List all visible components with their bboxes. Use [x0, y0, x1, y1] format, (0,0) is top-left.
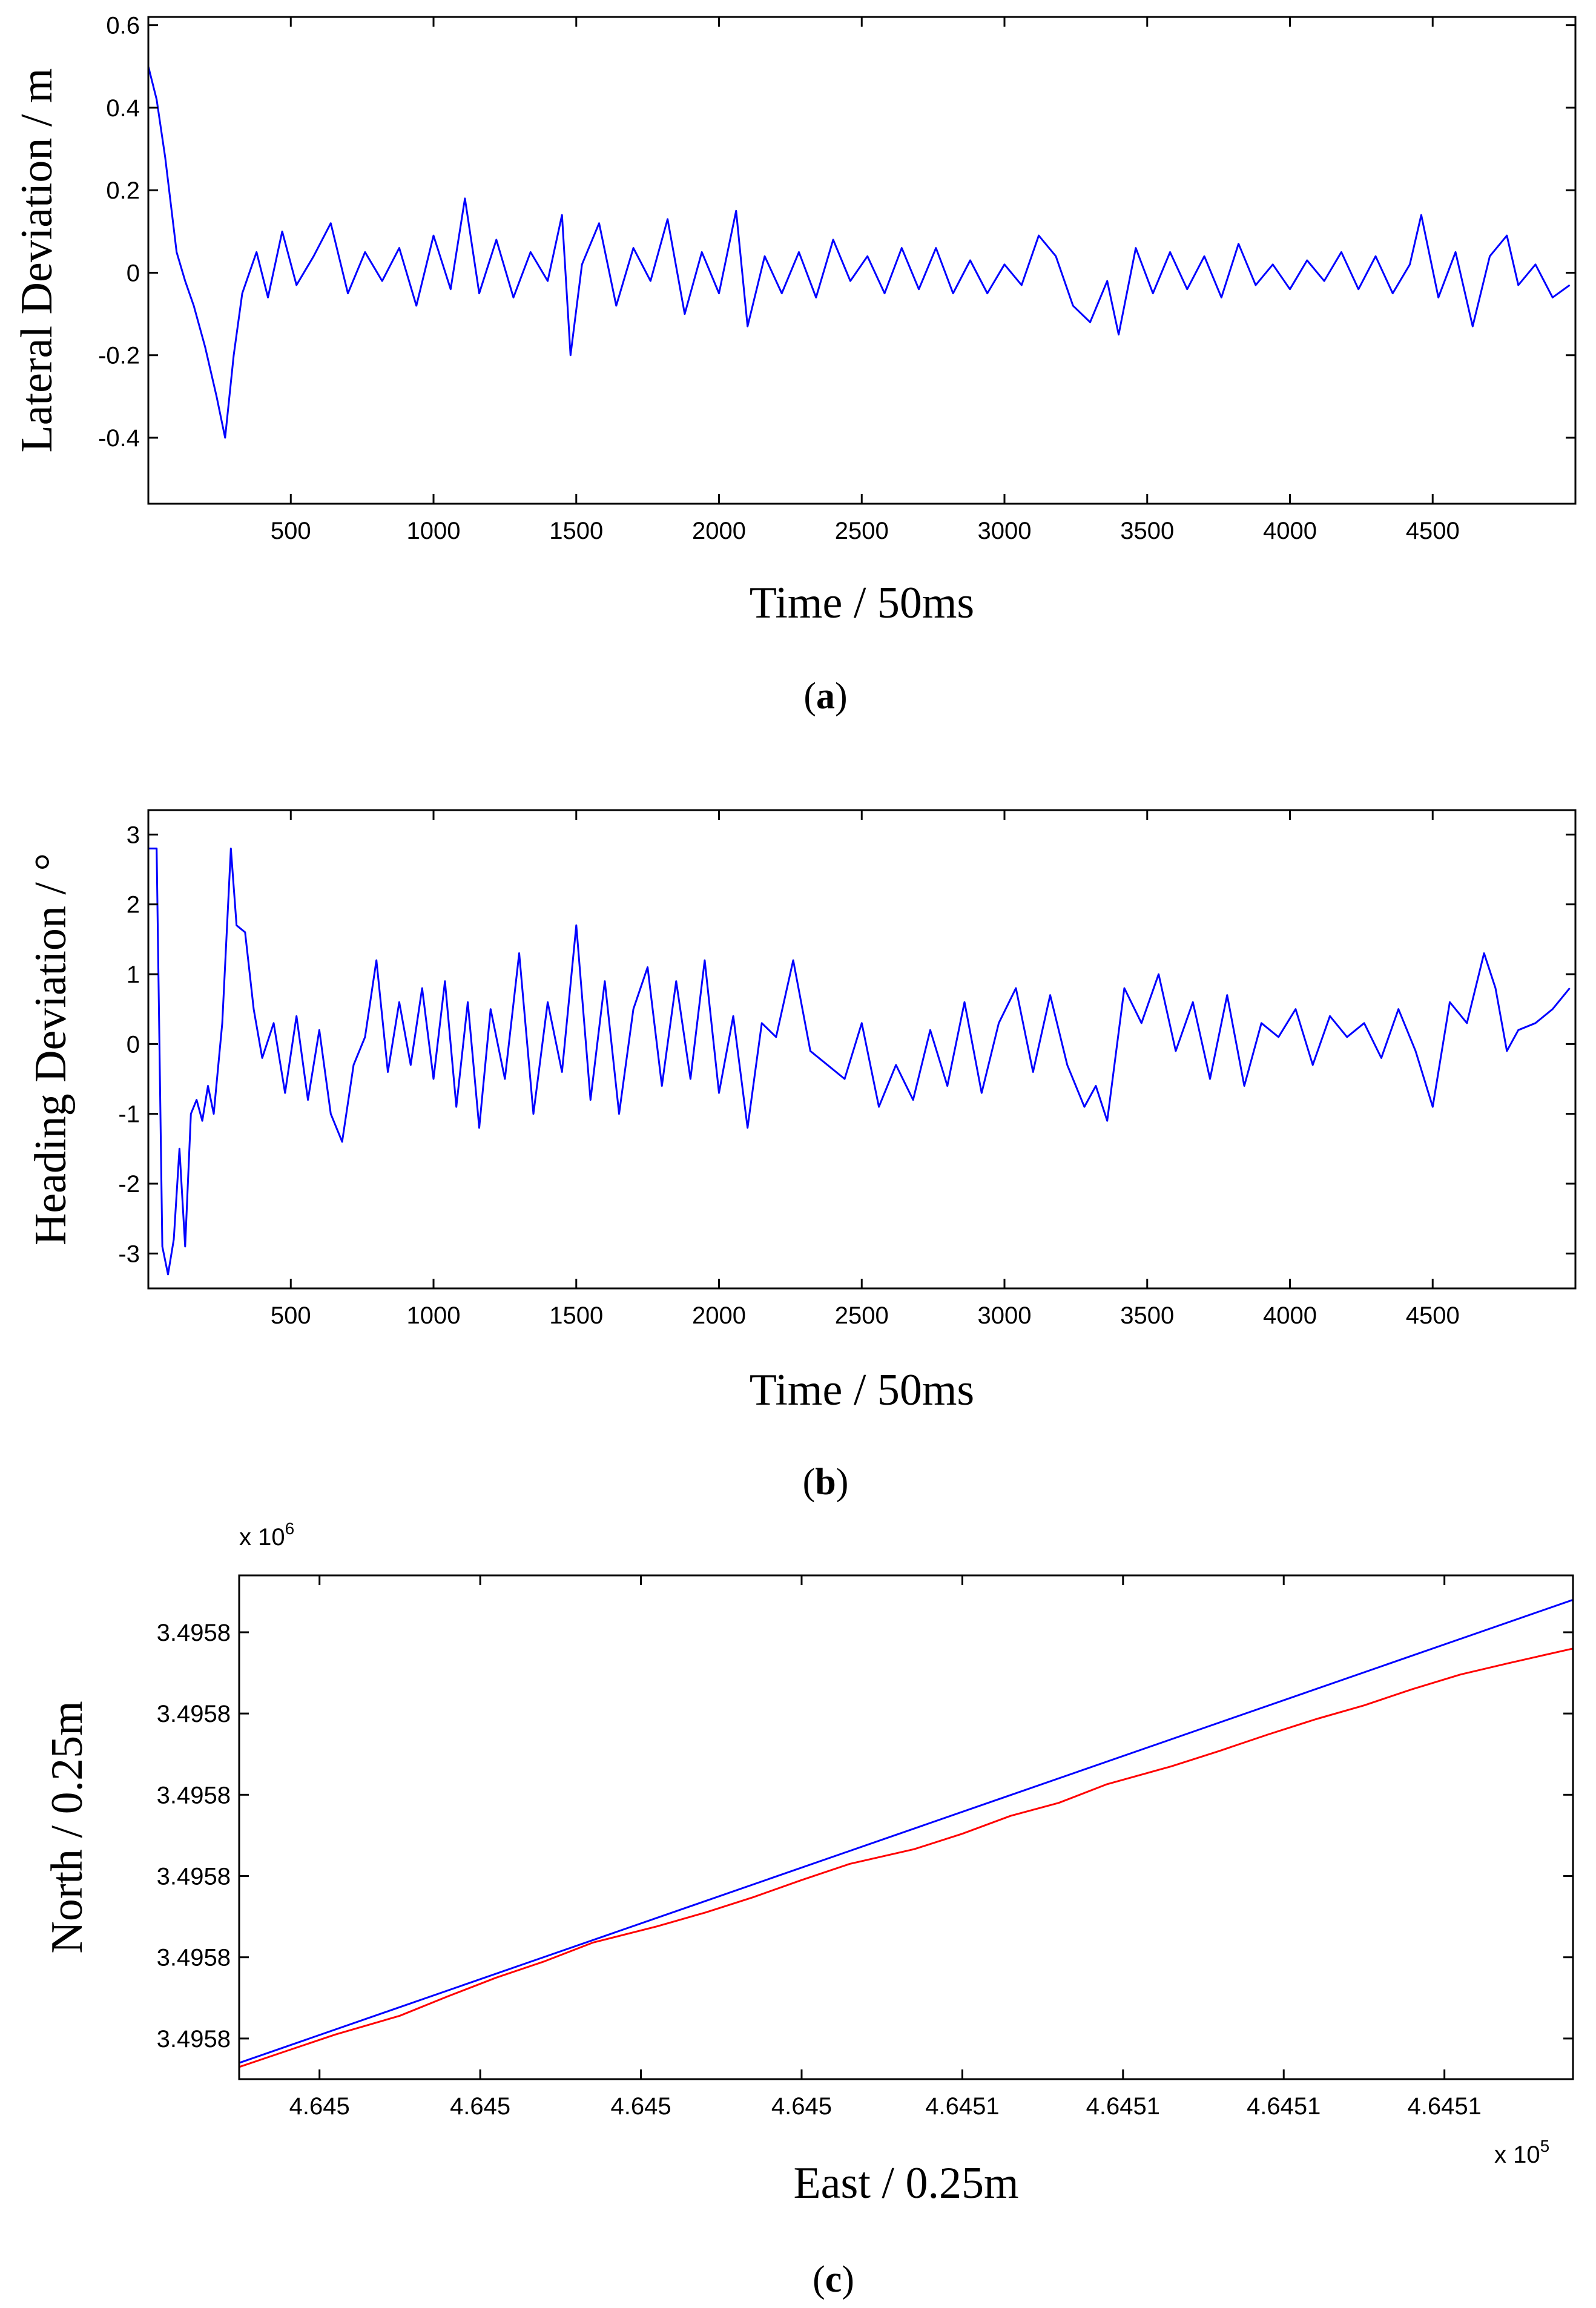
- chart-a-x-tick-label: 2000: [692, 518, 746, 544]
- chart-a-y-tick-label: 0.6: [106, 13, 140, 39]
- chart-b-x-tick-label: 500: [271, 1302, 311, 1329]
- chart-a-y-axis-label: Lateral Deviation / m: [12, 68, 62, 453]
- chart-a: 500 1000 1500 2000 2500 3000 3500 4000 4500 0.6 0.…: [12, 13, 1577, 717]
- chart-c-y-tick-label: 3.4958: [157, 2026, 231, 2052]
- chart-b-caption: (b): [803, 1462, 849, 1503]
- chart-c-series-actual-trajectory: [239, 1647, 1574, 2068]
- chart-b-x-tick-label: 4500: [1406, 1302, 1460, 1329]
- chart-b-x-axis-label: Time / 50ms: [750, 1365, 974, 1415]
- chart-b-x-tick-label: 3500: [1120, 1302, 1174, 1329]
- chart-c-y-multiplier: x 106: [239, 1519, 294, 1551]
- chart-b-x-tick-label: 2000: [692, 1302, 746, 1329]
- chart-b-y-tick-label: -1: [118, 1101, 140, 1128]
- chart-c-y-axis-label: North / 0.25m: [42, 1701, 92, 1953]
- chart-a-caption: (a): [803, 676, 847, 717]
- chart-b-y-tick-label: 1: [127, 961, 140, 988]
- chart-c-y-tick-label: 3.4958: [157, 1701, 231, 1727]
- chart-c-x-tick-label: 4.6451: [1086, 2093, 1160, 2120]
- chart-a-y-tick-label: -0.4: [98, 425, 140, 452]
- chart-c-x-axis-label: East / 0.25m: [793, 2158, 1018, 2208]
- chart-b-x-tick-label: 1500: [549, 1302, 603, 1329]
- chart-c-caption: (c): [813, 2259, 854, 2300]
- chart-c-y-tick-label: 3.4958: [157, 1782, 231, 1808]
- chart-c-x-tick-label: 4.645: [771, 2093, 832, 2120]
- chart-c-plot-area: [238, 1574, 1574, 2080]
- chart-a-x-tick-label: 1500: [549, 518, 603, 544]
- chart-c: 4.645 4.645 4.645 4.645 4.6451 4.6451 4.6451 4.…: [42, 1519, 1574, 2300]
- chart-c-x-tick-label: 4.6451: [925, 2093, 999, 2120]
- chart-c-x-multiplier: x 105: [1494, 2137, 1549, 2168]
- chart-b-y-tick-label: -3: [118, 1241, 140, 1267]
- chart-a-x-tick-label: 3000: [978, 518, 1032, 544]
- chart-c-x-tick-label: 4.6451: [1247, 2093, 1321, 2120]
- chart-b-y-tick-label: 2: [127, 892, 140, 918]
- chart-c-y-tick-label: 3.4958: [157, 1620, 231, 1646]
- chart-c-y-tick-label: 3.4958: [157, 1864, 231, 1890]
- chart-b-y-tick-label: -2: [118, 1171, 140, 1198]
- chart-a-y-tick-label: -0.2: [98, 343, 140, 369]
- chart-c-y-tick-label: 3.4958: [157, 1945, 231, 1971]
- chart-a-x-tick-label: 500: [271, 518, 311, 544]
- chart-a-y-tick-label: 0.4: [106, 95, 140, 122]
- chart-a-x-tick-label: 4500: [1406, 518, 1460, 544]
- chart-c-x-tick-label: 4.645: [610, 2093, 671, 2120]
- chart-a-x-tick-label: 4000: [1263, 518, 1317, 544]
- chart-c-x-tick-label: 4.6451: [1407, 2093, 1481, 2120]
- chart-a-x-axis-label: Time / 50ms: [750, 578, 974, 628]
- chart-a-x-tick-label: 1000: [407, 518, 461, 544]
- chart-c-series-reference-path: [239, 1598, 1574, 2064]
- chart-b-y-axis-label: Heading Deviation / °: [26, 853, 76, 1245]
- chart-b-x-tick-label: 1000: [407, 1302, 461, 1329]
- chart-a-x-tick-label: 2500: [835, 518, 889, 544]
- chart-c-x-tick-label: 4.645: [289, 2093, 350, 2120]
- chart-a-series-lateral-deviation: [147, 66, 1571, 439]
- chart-c-x-tick-label: 4.645: [450, 2093, 510, 2120]
- chart-b-x-tick-label: 4000: [1263, 1302, 1317, 1329]
- chart-b-y-tick-label: 0: [127, 1031, 140, 1058]
- chart-b: 500 1000 1500 2000 2500 3000 3500 4000 4500 3 2 1 0 -…: [26, 809, 1577, 1503]
- chart-a-x-tick-label: 3500: [1120, 518, 1174, 544]
- chart-a-y-tick-label: 0.2: [106, 177, 140, 204]
- chart-b-y-tick-label: 3: [127, 822, 140, 848]
- chart-b-plot-area: [147, 809, 1577, 1290]
- chart-b-series-heading-deviation: [148, 847, 1571, 1276]
- chart-b-x-tick-label: 2500: [835, 1302, 889, 1329]
- chart-b-x-tick-label: 3000: [978, 1302, 1032, 1329]
- chart-a-y-tick-label: 0: [127, 260, 140, 286]
